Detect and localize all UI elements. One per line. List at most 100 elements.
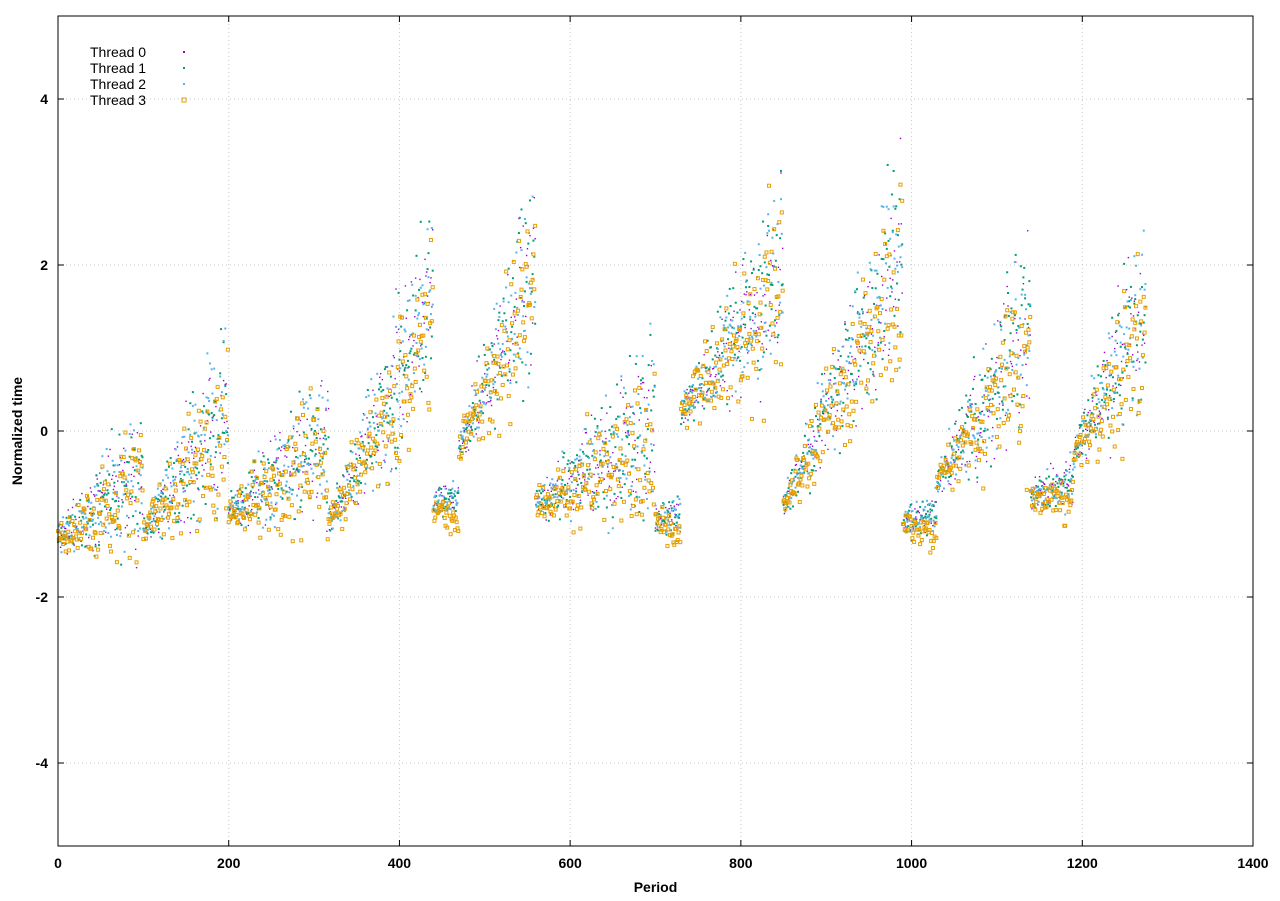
data-point xyxy=(510,283,513,286)
data-point xyxy=(630,508,632,510)
data-point xyxy=(568,467,570,469)
data-point xyxy=(669,521,672,524)
data-point xyxy=(268,462,270,464)
data-point xyxy=(275,493,278,496)
data-point xyxy=(406,318,407,319)
data-point xyxy=(787,477,789,479)
data-point xyxy=(816,441,817,442)
data-point xyxy=(477,438,480,441)
data-point xyxy=(403,418,405,420)
data-point xyxy=(447,502,450,505)
data-point xyxy=(322,397,324,399)
data-point xyxy=(677,531,680,534)
data-point xyxy=(587,477,589,479)
data-point xyxy=(408,399,411,402)
data-point xyxy=(445,511,448,514)
data-point xyxy=(605,438,606,439)
data-point xyxy=(523,305,525,307)
data-point xyxy=(950,471,953,474)
data-point xyxy=(506,341,507,342)
data-point xyxy=(893,170,895,172)
data-point xyxy=(517,314,519,316)
data-point xyxy=(432,304,434,306)
data-point xyxy=(349,480,351,482)
data-point xyxy=(636,402,639,405)
data-point xyxy=(926,500,928,502)
data-point xyxy=(593,492,595,494)
data-point xyxy=(764,294,765,295)
data-point xyxy=(494,381,496,383)
data-point xyxy=(899,331,901,333)
data-point xyxy=(1057,482,1059,484)
data-point xyxy=(94,495,95,496)
data-point xyxy=(226,348,229,351)
data-point xyxy=(313,418,316,421)
data-point xyxy=(549,485,550,486)
data-point xyxy=(901,199,904,202)
data-point xyxy=(898,299,900,301)
data-point xyxy=(277,528,280,531)
data-point xyxy=(97,478,98,479)
data-point xyxy=(112,464,114,466)
data-point xyxy=(677,495,679,497)
data-point xyxy=(534,301,536,303)
data-point xyxy=(634,459,636,461)
data-point xyxy=(1101,418,1102,419)
data-point xyxy=(1029,315,1032,318)
data-point xyxy=(195,432,197,434)
data-point xyxy=(194,420,196,422)
data-point xyxy=(835,382,837,384)
data-point xyxy=(881,276,882,277)
data-point xyxy=(606,506,608,508)
data-point xyxy=(628,472,631,475)
data-point xyxy=(571,461,573,463)
data-point xyxy=(895,368,898,371)
data-point xyxy=(735,271,736,272)
data-point xyxy=(242,508,244,510)
data-point xyxy=(1063,481,1065,483)
data-point xyxy=(1071,493,1073,495)
data-point xyxy=(275,504,276,505)
data-point xyxy=(301,511,302,512)
data-point xyxy=(764,322,766,324)
data-point xyxy=(766,273,768,275)
data-point xyxy=(465,424,467,426)
data-point xyxy=(87,506,88,507)
data-point xyxy=(933,505,935,507)
data-point xyxy=(979,435,980,436)
data-point xyxy=(889,349,890,350)
data-point xyxy=(728,312,730,314)
data-point xyxy=(732,364,734,366)
data-point xyxy=(1123,343,1124,344)
data-point xyxy=(779,269,780,270)
data-point xyxy=(640,513,643,516)
data-point xyxy=(781,233,783,235)
data-point xyxy=(634,440,635,441)
data-point xyxy=(1133,366,1135,368)
data-point xyxy=(435,492,436,493)
data-point xyxy=(164,485,165,486)
data-point xyxy=(639,479,642,482)
data-point xyxy=(616,433,618,435)
data-point xyxy=(622,500,625,503)
data-point xyxy=(367,428,369,430)
data-point xyxy=(470,426,472,428)
data-point xyxy=(1094,422,1095,423)
data-point xyxy=(258,489,259,490)
data-point xyxy=(601,430,603,432)
data-point xyxy=(1009,349,1011,351)
data-point xyxy=(211,474,214,477)
data-point xyxy=(715,342,718,345)
data-point xyxy=(860,326,862,328)
data-point xyxy=(757,333,760,336)
data-point xyxy=(1137,314,1139,316)
data-point xyxy=(980,413,982,415)
data-point xyxy=(676,516,678,518)
data-point xyxy=(930,511,931,512)
data-point xyxy=(1087,399,1089,401)
data-point xyxy=(969,461,970,462)
data-point xyxy=(869,348,871,350)
data-point xyxy=(988,399,990,401)
data-point xyxy=(156,522,159,525)
data-point xyxy=(858,349,861,352)
